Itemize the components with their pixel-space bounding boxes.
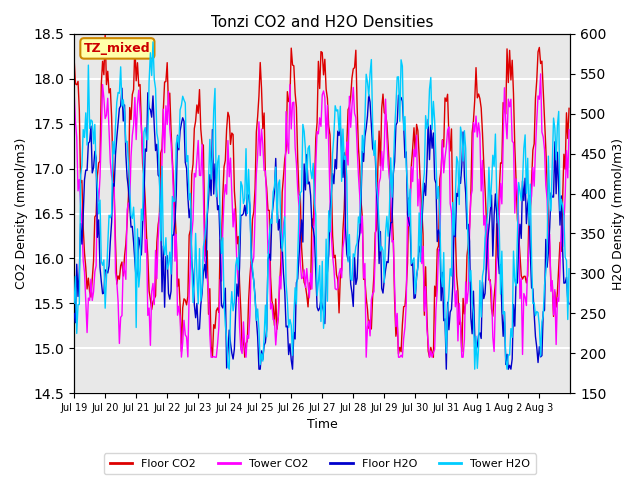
Legend: Floor CO2, Tower CO2, Floor H2O, Tower H2O: Floor CO2, Tower CO2, Floor H2O, Tower H…: [104, 453, 536, 474]
Text: TZ_mixed: TZ_mixed: [84, 42, 150, 55]
Title: Tonzi CO2 and H2O Densities: Tonzi CO2 and H2O Densities: [211, 15, 433, 30]
Y-axis label: CO2 Density (mmol/m3): CO2 Density (mmol/m3): [15, 138, 28, 289]
X-axis label: Time: Time: [307, 419, 338, 432]
Y-axis label: H2O Density (mmol/m3): H2O Density (mmol/m3): [612, 138, 625, 289]
